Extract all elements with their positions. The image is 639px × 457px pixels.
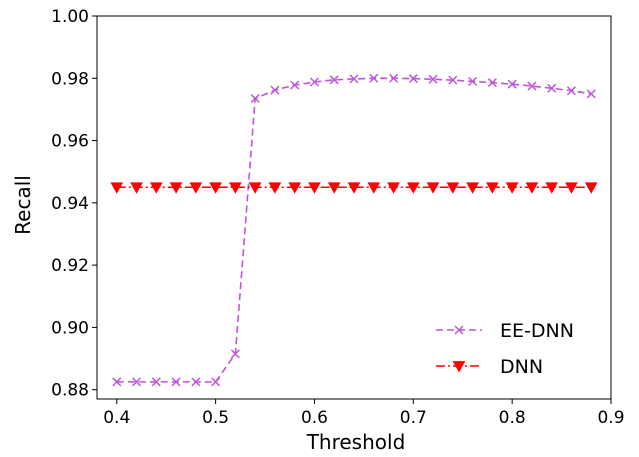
data-point-dnn bbox=[169, 182, 183, 194]
plot-layer bbox=[110, 73, 598, 387]
legend-marker bbox=[452, 361, 466, 373]
y-tick-label: 0.92 bbox=[51, 256, 89, 276]
y-tick-label: 0.96 bbox=[51, 132, 89, 152]
data-point-dnn bbox=[327, 182, 341, 194]
y-tick-label: 0.94 bbox=[51, 194, 89, 214]
plot-frame bbox=[96, 15, 612, 400]
data-point-ee-dnn bbox=[132, 377, 142, 387]
data-point-dnn bbox=[268, 182, 282, 194]
data-point-dnn bbox=[584, 182, 598, 194]
x-tick-label: 0.5 bbox=[202, 408, 229, 428]
y-axis-label: Recall bbox=[11, 175, 35, 235]
data-point-ee-dnn bbox=[468, 76, 478, 86]
x-axis-label: Threshold bbox=[306, 430, 406, 454]
data-point-dnn bbox=[347, 182, 361, 194]
data-point-ee-dnn bbox=[369, 73, 379, 83]
y-tick-label: 0.88 bbox=[51, 381, 89, 401]
data-point-ee-dnn bbox=[408, 74, 418, 84]
data-point-ee-dnn bbox=[309, 77, 319, 87]
data-point-ee-dnn bbox=[428, 74, 438, 84]
data-point-ee-dnn bbox=[507, 79, 517, 89]
x-tick-label: 0.6 bbox=[301, 408, 328, 428]
legend-marker bbox=[454, 325, 464, 335]
legend: EE-DNN DNN bbox=[436, 320, 574, 378]
data-point-ee-dnn bbox=[171, 377, 181, 387]
data-point-dnn bbox=[248, 182, 262, 194]
data-point-dnn bbox=[209, 182, 222, 194]
data-point-dnn bbox=[149, 182, 163, 194]
data-point-dnn bbox=[406, 182, 420, 194]
data-point-ee-dnn bbox=[566, 86, 576, 96]
data-point-dnn bbox=[308, 182, 321, 194]
data-point-dnn bbox=[486, 182, 499, 194]
data-point-dnn bbox=[229, 182, 242, 194]
data-point-ee-dnn bbox=[527, 81, 537, 91]
data-point-dnn bbox=[288, 182, 302, 194]
legend-entry-ee-dnn: EE-DNN bbox=[436, 320, 574, 342]
data-point-dnn bbox=[565, 182, 578, 194]
y-tick-label: 1.00 bbox=[51, 7, 89, 27]
y-tick-label: 0.98 bbox=[51, 69, 89, 89]
data-point-dnn bbox=[367, 182, 381, 194]
data-point-dnn bbox=[130, 182, 143, 194]
data-point-ee-dnn bbox=[547, 83, 557, 93]
data-point-ee-dnn bbox=[230, 349, 240, 359]
data-point-ee-dnn bbox=[290, 80, 300, 90]
x-tick-label: 0.9 bbox=[597, 408, 624, 428]
x-tick-label: 0.8 bbox=[499, 408, 526, 428]
data-point-ee-dnn bbox=[270, 85, 280, 95]
data-point-ee-dnn bbox=[329, 75, 339, 85]
data-point-ee-dnn bbox=[211, 377, 221, 387]
data-point-ee-dnn bbox=[389, 73, 399, 83]
x-tick-label: 0.7 bbox=[400, 408, 427, 428]
axes-layer: 0.4 0.5 0.6 0.7 0.8 0.9 0.88 0.90 0.92 0.94 0.96 0.… bbox=[51, 7, 624, 428]
data-point-ee-dnn bbox=[349, 74, 359, 84]
data-point-ee-dnn bbox=[448, 75, 458, 85]
data-point-dnn bbox=[446, 182, 460, 194]
data-point-dnn bbox=[466, 182, 479, 194]
data-point-dnn bbox=[525, 182, 539, 194]
data-point-dnn bbox=[545, 182, 559, 194]
data-point-dnn bbox=[110, 182, 124, 194]
data-point-ee-dnn bbox=[151, 377, 161, 387]
data-point-ee-dnn bbox=[191, 377, 201, 387]
data-point-ee-dnn bbox=[250, 93, 260, 104]
data-point-dnn bbox=[505, 182, 519, 194]
data-point-ee-dnn bbox=[586, 89, 596, 99]
data-point-dnn bbox=[387, 182, 400, 194]
data-point-dnn bbox=[189, 182, 203, 194]
y-tick-label: 0.90 bbox=[51, 318, 89, 338]
legend-entry-dnn: DNN bbox=[436, 356, 543, 378]
data-point-dnn bbox=[426, 182, 440, 194]
data-point-ee-dnn bbox=[487, 78, 497, 88]
legend-label: DNN bbox=[500, 356, 543, 378]
legend-label: EE-DNN bbox=[500, 320, 574, 342]
data-point-ee-dnn bbox=[112, 377, 122, 387]
x-tick-label: 0.4 bbox=[103, 408, 130, 428]
